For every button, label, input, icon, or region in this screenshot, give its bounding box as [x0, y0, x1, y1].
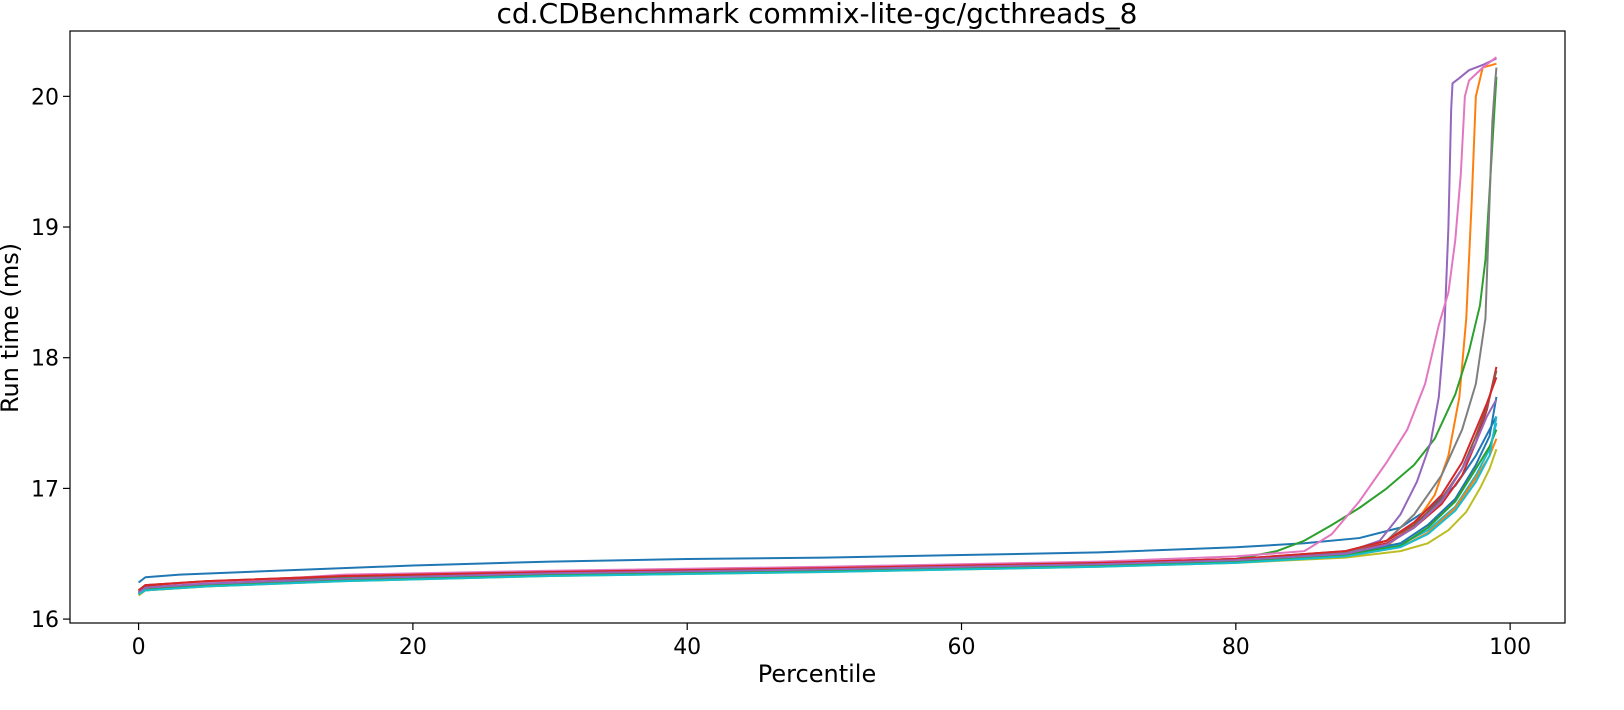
y-tick-label: 16 — [31, 608, 59, 633]
x-tick-label: 40 — [673, 635, 701, 660]
series-line-14 — [137, 376, 1498, 592]
series-line-16 — [138, 416, 1498, 596]
series-layer — [137, 56, 1498, 597]
y-tick-label: 20 — [31, 85, 59, 110]
series-line-13 — [138, 429, 1498, 594]
x-axis-ticks: 0 20 40 60 80 100 — [132, 623, 1531, 660]
chart-title: cd.CDBenchmark commix-lite-gc/gcthreads_… — [497, 0, 1138, 30]
x-tick-label: 100 — [1489, 635, 1531, 660]
series-line-15 — [137, 399, 1498, 594]
x-axis-title: Percentile — [758, 660, 876, 688]
plot-frame — [69, 30, 1566, 624]
x-tick-label: 80 — [1222, 635, 1250, 660]
x-tick-label: 60 — [948, 635, 976, 660]
y-tick-label: 17 — [31, 477, 59, 502]
x-tick-label: 20 — [399, 635, 427, 660]
y-axis-title: Run time (ms) — [0, 243, 24, 413]
y-tick-label: 18 — [31, 347, 59, 372]
y-tick-label: 19 — [31, 216, 59, 241]
y-axis-ticks: 16 17 18 19 20 — [31, 85, 70, 633]
x-tick-label: 0 — [132, 635, 146, 660]
